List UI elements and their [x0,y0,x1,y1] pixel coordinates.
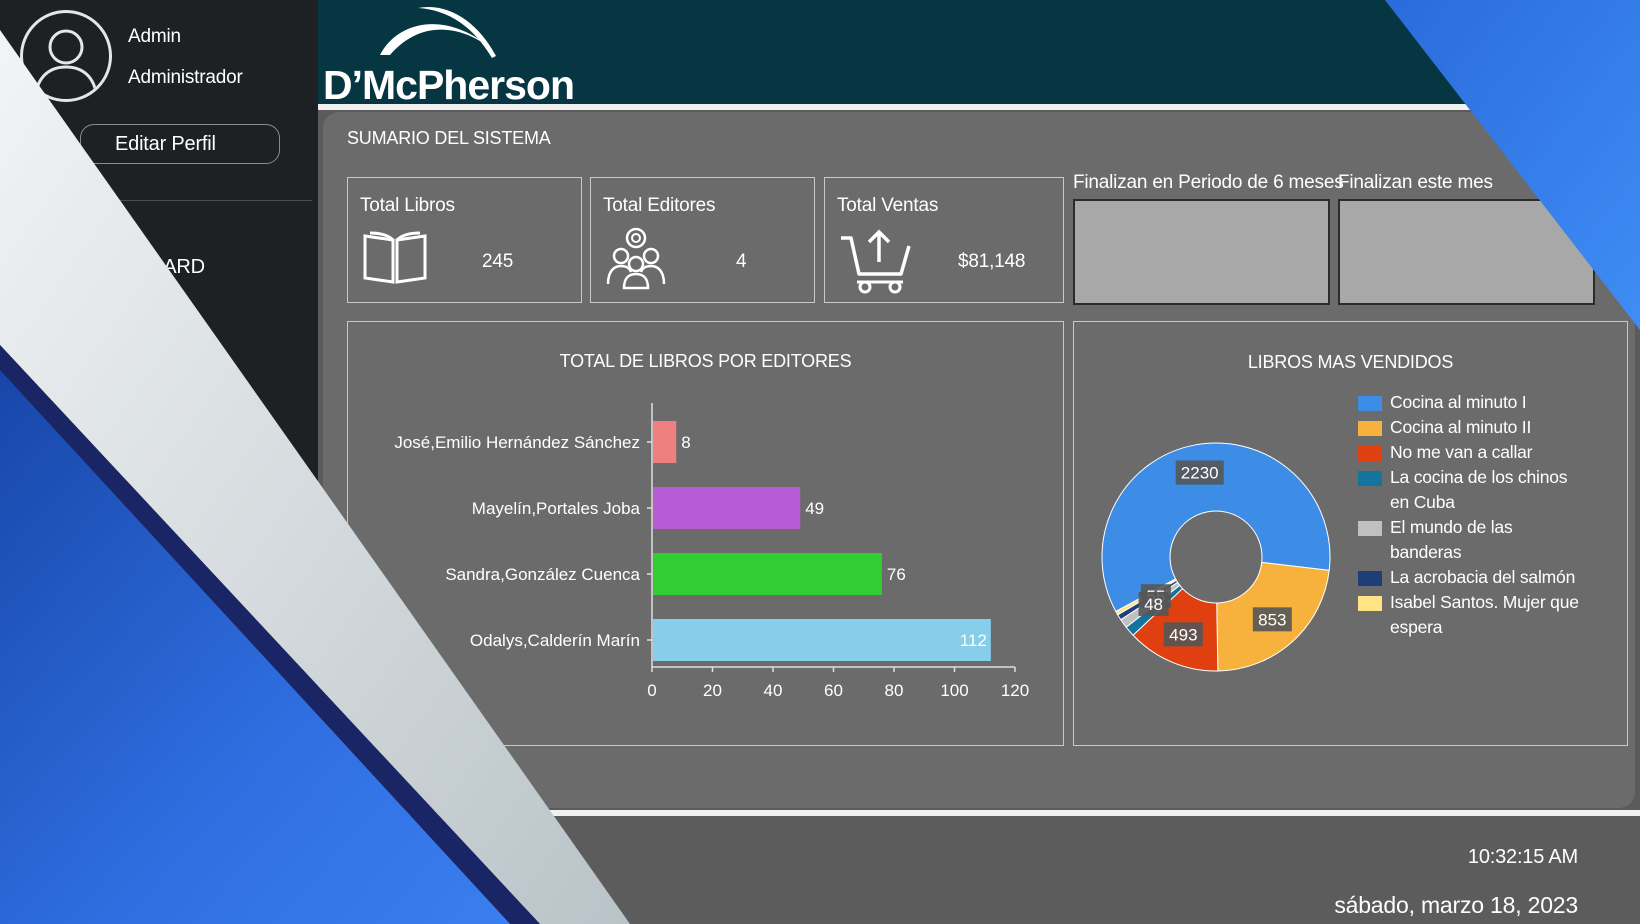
bar-value-label: 49 [805,499,824,518]
legend-item[interactable]: Isabel Santos. Mujer que espera [1358,590,1588,640]
donut-value-label: 2230 [1181,464,1219,483]
bar-category-label: Sandra,González Cuenca [445,565,640,584]
donut-label-box [1138,592,1169,617]
x-tick-label: 80 [885,681,904,700]
legend-swatch [1358,521,1382,536]
donut-chart: 22308534935548 [1101,442,1331,672]
edit-profile-button[interactable]: Editar Perfil [80,124,280,164]
team-icon [605,226,667,295]
donut-value-label: 853 [1258,610,1286,629]
sidebar-divider [0,200,312,201]
cart-icon [839,228,911,299]
card-total-ventas: Total Ventas $81,148 [824,177,1064,303]
x-tick-label: 120 [1001,681,1029,700]
user-role: Administrador [128,67,243,88]
legend-item[interactable]: Cocina al minuto I [1358,390,1588,415]
legend-swatch [1358,421,1382,436]
card-label: Total Editores [603,195,716,216]
card-total-editores: Total Editores 4 [590,177,815,303]
bar-chart: José,Emilio Hernández Sánchez 8 Mayelín,Po… [394,403,1029,700]
period-6m-box[interactable] [1073,199,1330,305]
donut-label-box [1252,607,1292,632]
logo-swoosh-icon [380,6,496,59]
legend-item[interactable]: La acrobacia del salmón [1358,565,1588,590]
donut-value-label: 493 [1169,625,1197,644]
legend-label: Cocina al minuto II [1390,417,1532,437]
legend-item[interactable]: Cocina al minuto II [1358,415,1588,440]
donut-value-label: 48 [1144,595,1163,614]
legend-label: Cocina al minuto I [1390,392,1527,412]
card-value: 245 [482,251,514,272]
footer-rule [318,810,1640,816]
book-icon [362,230,428,291]
bar-category-label: José,Emilio Hernández Sánchez [394,433,640,452]
bar[interactable] [653,553,882,595]
period-month-box[interactable] [1338,199,1595,305]
legend-swatch [1358,596,1382,611]
x-tick-label: 60 [824,681,843,700]
donut-label-box [1163,622,1203,647]
bar[interactable] [653,421,677,463]
legend-swatch [1358,471,1382,486]
legend-item[interactable]: El mundo de las banderas [1358,515,1588,565]
legend-swatch [1358,396,1382,411]
donut-label-box [1175,460,1224,485]
legend-label: No me van a callar [1390,442,1533,462]
legend-label: El mundo de las banderas [1390,517,1513,562]
x-tick-label: 20 [703,681,722,700]
panel-title: SUMARIO DEL SISTEMA [347,128,551,148]
bar-value-label: 8 [681,433,690,452]
clock-time: 10:32:15 AM [1467,846,1578,868]
legend-item[interactable]: No me van a callar [1358,440,1588,465]
bar-category-label: Mayelín,Portales Joba [472,499,641,518]
brand-logo: D’McPherson [323,62,575,108]
card-value: 4 [736,251,747,272]
legend-label: La cocina de los chinos en Cuba [1390,467,1568,512]
donut-slice[interactable] [1101,442,1331,613]
period-month-label: Finalizan este mes [1338,172,1493,193]
x-tick-label: 100 [940,681,968,700]
card-label: Total Libros [360,195,455,216]
bar[interactable] [653,619,991,661]
donut-chart-title: LIBROS MAS VENDIDOS [1247,352,1454,372]
sidebar: Admin Administrador Editar Perfil DASHBO… [0,0,318,924]
legend-label: Isabel Santos. Mujer que espera [1390,592,1579,637]
legend-swatch [1358,446,1382,461]
card-label: Total Ventas [837,195,939,216]
bar[interactable] [653,487,801,529]
bar-value-label: 76 [887,565,906,584]
legend-swatch [1358,571,1382,586]
user-avatar-icon [20,10,112,102]
x-tick-label: 0 [647,681,656,700]
sidebar-item-dashboard[interactable]: DASHBOARD [80,256,205,278]
clock-date: sábado, marzo 18, 2023 [1334,892,1578,918]
card-total-libros: Total Libros 245 [347,177,582,303]
donut-legend: Cocina al minuto I Cocina al minuto II No … [1358,390,1588,640]
user-name: Admin [128,26,181,47]
bar-category-label: Odalys,Calderín Marín [470,631,640,650]
legend-item[interactable]: La cocina de los chinos en Cuba [1358,465,1588,515]
x-tick-label: 40 [764,681,783,700]
period-6m-label: Finalizan en Periodo de 6 meses [1073,172,1344,193]
bar-value-label: 112 [960,631,987,650]
bar-chart-title: TOTAL DE LIBROS POR EDITORES [559,351,852,371]
header-rule [318,104,1640,110]
card-value: $81,148 [958,251,1026,272]
legend-label: La acrobacia del salmón [1390,567,1576,587]
